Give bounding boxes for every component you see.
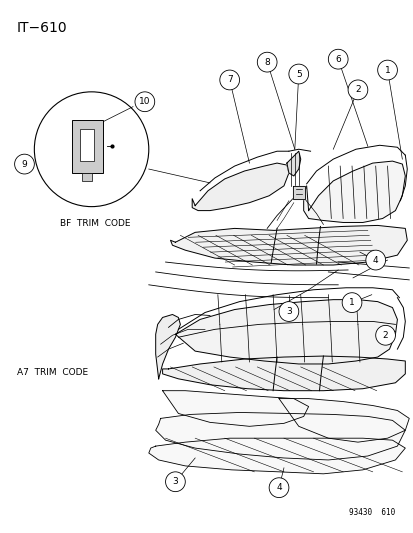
Circle shape	[328, 49, 347, 69]
Text: 4: 4	[372, 255, 377, 264]
Text: 8: 8	[263, 58, 269, 67]
Circle shape	[278, 302, 298, 321]
Circle shape	[375, 325, 394, 345]
Text: 6: 6	[335, 55, 340, 63]
Circle shape	[341, 293, 361, 312]
Circle shape	[288, 64, 308, 84]
Text: 93430  610: 93430 610	[348, 508, 394, 518]
Polygon shape	[170, 225, 406, 265]
Text: BF  TRIM  CODE: BF TRIM CODE	[60, 219, 130, 228]
Text: 2: 2	[382, 331, 387, 340]
Polygon shape	[175, 300, 396, 364]
Bar	[80, 130, 93, 161]
Bar	[72, 119, 103, 173]
Polygon shape	[303, 161, 404, 222]
Text: 3: 3	[172, 477, 178, 486]
Text: 1: 1	[384, 66, 389, 75]
Polygon shape	[155, 314, 180, 379]
Circle shape	[365, 250, 385, 270]
Polygon shape	[162, 391, 308, 426]
Circle shape	[377, 60, 396, 80]
Polygon shape	[192, 163, 288, 211]
Text: 4: 4	[275, 483, 281, 492]
Circle shape	[165, 472, 185, 491]
Polygon shape	[278, 399, 408, 442]
Text: 9: 9	[21, 159, 27, 168]
Circle shape	[268, 478, 288, 498]
Text: A7  TRIM  CODE: A7 TRIM CODE	[17, 368, 88, 377]
Text: 2: 2	[354, 85, 360, 94]
Polygon shape	[148, 438, 404, 474]
Polygon shape	[162, 356, 404, 391]
Text: 7: 7	[226, 76, 232, 84]
Circle shape	[257, 52, 276, 72]
Circle shape	[219, 70, 239, 90]
Polygon shape	[286, 151, 300, 176]
Polygon shape	[155, 413, 404, 460]
Circle shape	[14, 154, 34, 174]
Bar	[81, 173, 91, 181]
Circle shape	[135, 92, 154, 111]
Text: 1: 1	[348, 298, 354, 307]
Circle shape	[34, 92, 148, 207]
Text: 3: 3	[285, 307, 291, 316]
Text: 5: 5	[295, 69, 301, 78]
Text: IT−610: IT−610	[17, 21, 67, 35]
Text: 10: 10	[139, 97, 150, 106]
Polygon shape	[292, 186, 304, 199]
Circle shape	[347, 80, 367, 100]
